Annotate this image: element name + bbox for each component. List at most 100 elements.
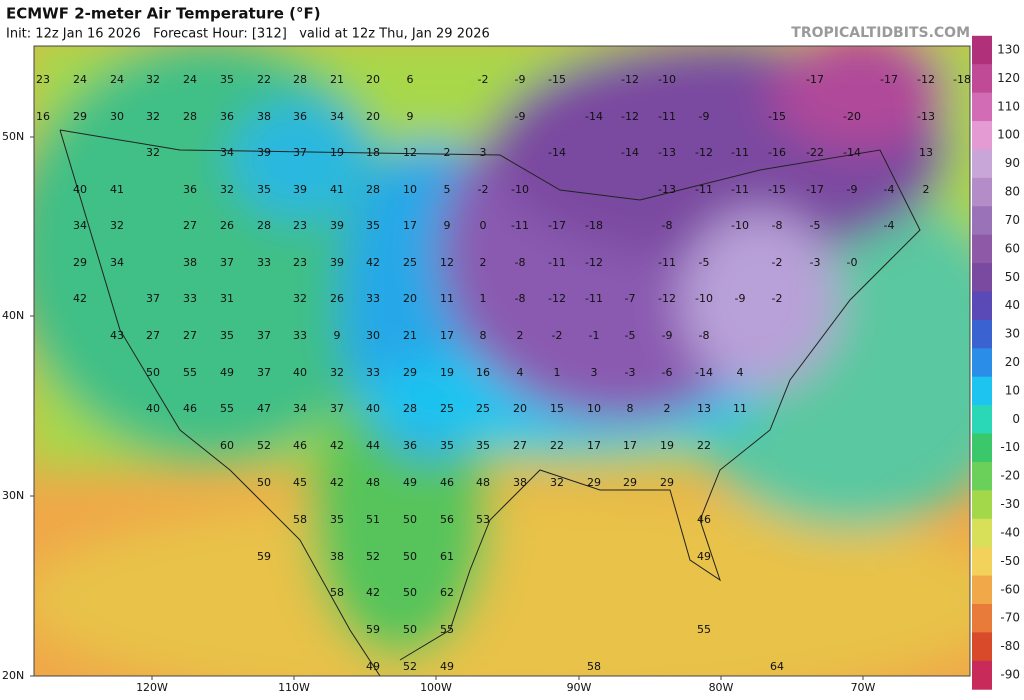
temp-label: -9 (699, 110, 710, 123)
temp-label: -12 (548, 292, 566, 305)
lon-label: 90W (567, 681, 592, 694)
temp-label: 29 (403, 366, 417, 379)
temp-label: 41 (330, 183, 344, 196)
temp-label: 37 (257, 366, 271, 379)
colorbar-swatch (972, 319, 992, 349)
temp-label: -12 (917, 73, 935, 86)
lat-label: 20N (2, 669, 24, 682)
temp-label: 17 (440, 329, 454, 342)
colorbar-swatch (972, 121, 992, 150)
temp-label: -11 (731, 183, 749, 196)
colorbar-swatch (972, 405, 992, 435)
temp-label: -14 (695, 366, 713, 379)
temp-label: 39 (330, 219, 344, 232)
temp-label: 33 (183, 292, 197, 305)
temp-label: 37 (257, 329, 271, 342)
temp-label: 22 (697, 439, 711, 452)
temp-label: -2 (772, 256, 783, 269)
colorbar-label: 0 (1012, 412, 1020, 426)
temp-label: 18 (366, 146, 380, 159)
lon-label: 120W (136, 681, 168, 694)
temp-label: -8 (772, 219, 783, 232)
temp-label: 49 (440, 660, 454, 673)
temp-label: 46 (183, 402, 197, 415)
temp-label: 15 (550, 402, 564, 415)
temp-label: 11 (440, 292, 454, 305)
temp-label: 37 (293, 146, 307, 159)
temp-label: 29 (73, 256, 87, 269)
temp-label: 42 (330, 439, 344, 452)
temp-label: 21 (403, 329, 417, 342)
temp-label: -2 (552, 329, 563, 342)
temp-label: -11 (731, 146, 749, 159)
colorbar-swatch (972, 575, 992, 605)
temp-label: -15 (768, 110, 786, 123)
temp-label: -9 (847, 183, 858, 196)
temp-label: -8 (662, 219, 673, 232)
temp-label: 28 (403, 402, 417, 415)
temp-label: -22 (806, 146, 824, 159)
colorbar-swatch (972, 490, 992, 520)
colorbar-label: 20 (1005, 355, 1020, 369)
temp-label: 28 (183, 110, 197, 123)
colorbar-swatch (972, 263, 992, 292)
temp-label: 42 (366, 256, 380, 269)
colorbar-label: -70 (1000, 611, 1020, 625)
temp-label: 30 (366, 329, 380, 342)
temp-label: -14 (621, 146, 639, 159)
colorbar-label: 10 (1005, 383, 1020, 397)
colorbar-label: -40 (1000, 525, 1020, 539)
colorbar-label: 90 (1005, 156, 1020, 170)
temp-label: 27 (183, 219, 197, 232)
temp-label: -3 (810, 256, 821, 269)
colorbar-swatch (972, 632, 992, 662)
temp-label: 17 (623, 439, 637, 452)
temp-label: 34 (330, 110, 344, 123)
colorbar-label: 40 (1005, 298, 1020, 312)
temp-label: 2 (517, 329, 524, 342)
temp-label: 38 (330, 550, 344, 563)
temp-label: 24 (110, 73, 124, 86)
temp-label: -12 (658, 292, 676, 305)
temp-label: -12 (621, 73, 639, 86)
temp-label: 55 (440, 623, 454, 636)
temp-label: 50 (257, 476, 271, 489)
temp-label: 24 (73, 73, 87, 86)
temp-label: 50 (403, 513, 417, 526)
temp-label: -9 (735, 292, 746, 305)
temp-label: 62 (440, 586, 454, 599)
temp-label: -17 (806, 73, 824, 86)
temp-label: -20 (843, 110, 861, 123)
temp-label: 3 (591, 366, 598, 379)
temp-label: 32 (146, 110, 160, 123)
temp-label: -11 (658, 256, 676, 269)
temp-label: 19 (330, 146, 344, 159)
temp-label: -15 (548, 73, 566, 86)
temp-label: 29 (73, 110, 87, 123)
temp-label: 20 (366, 110, 380, 123)
temp-label: 37 (146, 292, 160, 305)
temp-label: 52 (257, 439, 271, 452)
temp-label: 20 (403, 292, 417, 305)
temp-label: -8 (699, 329, 710, 342)
temp-label: 38 (257, 110, 271, 123)
temp-label: 50 (403, 623, 417, 636)
temp-label: 27 (146, 329, 160, 342)
temp-label: -2 (478, 73, 489, 86)
temp-label: 23 (293, 219, 307, 232)
temp-label: 52 (403, 660, 417, 673)
colorbar-swatch (972, 64, 992, 94)
temp-label: 64 (770, 660, 784, 673)
temp-label: -0 (847, 256, 858, 269)
temp-label: 0 (480, 219, 487, 232)
temp-label: 5 (444, 183, 451, 196)
temp-label: 22 (257, 73, 271, 86)
temp-label: 58 (587, 660, 601, 673)
temp-label: 38 (183, 256, 197, 269)
temp-label: 10 (587, 402, 601, 415)
temp-label: 25 (440, 402, 454, 415)
map-background (34, 46, 970, 676)
temp-label: 59 (257, 550, 271, 563)
temp-label: 51 (366, 513, 380, 526)
